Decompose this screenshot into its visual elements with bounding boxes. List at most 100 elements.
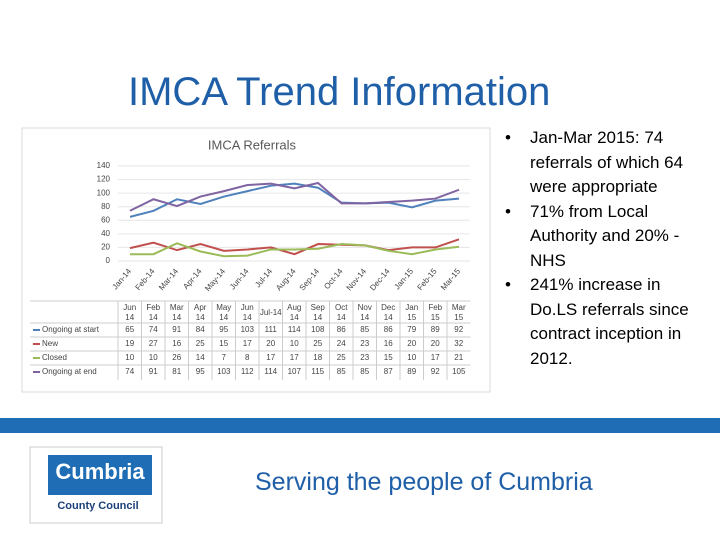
table-cell: 16 bbox=[172, 339, 181, 348]
table-cell: 10 bbox=[149, 353, 158, 362]
table-header: Feb bbox=[146, 303, 160, 312]
table-cell: 10 bbox=[125, 353, 134, 362]
table-header: Sep bbox=[311, 303, 326, 312]
table-header: Jan bbox=[405, 303, 418, 312]
table-cell: 85 bbox=[337, 367, 346, 376]
table-header: Nov bbox=[358, 303, 372, 312]
chart-title: IMCA Referrals bbox=[208, 137, 297, 152]
table-header: 14 bbox=[384, 313, 393, 322]
table-cell: 14 bbox=[196, 353, 205, 362]
legend-label: New bbox=[42, 339, 58, 348]
logo-subtitle: County Council bbox=[57, 500, 138, 512]
table-cell: 95 bbox=[219, 325, 228, 334]
slide-title: IMCA Trend Information bbox=[128, 70, 551, 114]
y-tick-label: 40 bbox=[101, 229, 110, 238]
table-cell: 10 bbox=[407, 353, 416, 362]
table-cell: 108 bbox=[311, 325, 325, 334]
table-header: 14 bbox=[219, 313, 228, 322]
table-header: 14 bbox=[337, 313, 346, 322]
table-cell: 15 bbox=[384, 353, 393, 362]
table-header: 15 bbox=[407, 313, 416, 322]
table-cell: 65 bbox=[125, 325, 134, 334]
table-cell: 19 bbox=[125, 339, 134, 348]
table-cell: 7 bbox=[222, 353, 227, 362]
table-header: 14 bbox=[313, 313, 322, 322]
y-tick-label: 0 bbox=[106, 256, 111, 265]
table-header: May bbox=[216, 303, 231, 312]
table-cell: 84 bbox=[196, 325, 205, 334]
table-cell: 79 bbox=[407, 325, 416, 334]
legend-label: Closed bbox=[42, 353, 67, 362]
table-cell: 17 bbox=[290, 353, 299, 362]
table-header: 14 bbox=[243, 313, 252, 322]
chart-frame bbox=[21, 127, 491, 393]
table-cell: 74 bbox=[125, 367, 134, 376]
table-cell: 10 bbox=[290, 339, 299, 348]
table-cell: 91 bbox=[149, 367, 158, 376]
bullet: Jan-Mar 2015: 74 referrals of which 64 w… bbox=[505, 126, 700, 200]
series-line bbox=[129, 182, 460, 218]
y-tick-label: 100 bbox=[97, 188, 111, 197]
logo-name: Cumbria bbox=[55, 459, 145, 484]
table-cell: 81 bbox=[172, 367, 181, 376]
table-header: 14 bbox=[360, 313, 369, 322]
table-cell: 86 bbox=[337, 325, 346, 334]
series-line bbox=[129, 181, 460, 212]
table-cell: 114 bbox=[264, 367, 277, 376]
table-cell: 32 bbox=[454, 339, 463, 348]
table-cell: 23 bbox=[360, 353, 369, 362]
table-cell: 111 bbox=[265, 325, 278, 334]
divider-bar bbox=[0, 418, 720, 433]
table-cell: 85 bbox=[360, 325, 369, 334]
table-cell: 92 bbox=[431, 367, 440, 376]
table-cell: 95 bbox=[196, 367, 205, 376]
table-cell: 21 bbox=[454, 353, 463, 362]
table-header: 14 bbox=[196, 313, 205, 322]
table-cell: 87 bbox=[384, 367, 393, 376]
table-cell: 92 bbox=[454, 325, 463, 334]
logo-shape bbox=[48, 455, 152, 495]
table-header: Apr bbox=[194, 303, 207, 312]
bullet: 71% from Local Authority and 20% - NHS bbox=[505, 200, 700, 274]
table-header: Aug bbox=[287, 303, 301, 312]
table-cell: 20 bbox=[431, 339, 440, 348]
table-header: 14 bbox=[290, 313, 299, 322]
table-header: Jul-14 bbox=[260, 308, 282, 317]
table-cell: 89 bbox=[407, 367, 416, 376]
table-cell: 91 bbox=[172, 325, 181, 334]
table-cell: 20 bbox=[266, 339, 275, 348]
table-cell: 85 bbox=[360, 367, 369, 376]
table-cell: 86 bbox=[384, 325, 393, 334]
table-cell: 112 bbox=[241, 367, 254, 376]
table-cell: 20 bbox=[407, 339, 416, 348]
table-cell: 23 bbox=[360, 339, 369, 348]
table-header: Oct bbox=[335, 303, 348, 312]
table-cell: 105 bbox=[452, 367, 466, 376]
table-cell: 17 bbox=[431, 353, 440, 362]
table-cell: 26 bbox=[172, 353, 181, 362]
footer-text: Serving the people of Cumbria bbox=[255, 468, 593, 496]
table-cell: 18 bbox=[313, 353, 322, 362]
table-cell: 89 bbox=[431, 325, 440, 334]
table-header: Jun bbox=[241, 303, 254, 312]
table-header: 14 bbox=[172, 313, 181, 322]
table-cell: 17 bbox=[243, 339, 252, 348]
y-tick-label: 120 bbox=[97, 175, 111, 184]
table-header: 14 bbox=[149, 313, 158, 322]
table-header: Mar bbox=[452, 303, 466, 312]
table-header: 14 bbox=[125, 313, 134, 322]
bullet: 241% increase in Do.LS referrals since c… bbox=[505, 273, 700, 371]
table-header: Feb bbox=[428, 303, 442, 312]
y-tick-label: 20 bbox=[101, 243, 110, 252]
table-cell: 15 bbox=[219, 339, 228, 348]
table-cell: 74 bbox=[149, 325, 158, 334]
table-header: Jun bbox=[123, 303, 136, 312]
table-header: Dec bbox=[381, 303, 395, 312]
y-tick-label: 60 bbox=[101, 215, 110, 224]
table-cell: 25 bbox=[313, 339, 322, 348]
series-line bbox=[129, 238, 460, 256]
table-cell: 8 bbox=[245, 353, 250, 362]
bullet-list: Jan-Mar 2015: 74 referrals of which 64 w… bbox=[505, 126, 700, 371]
